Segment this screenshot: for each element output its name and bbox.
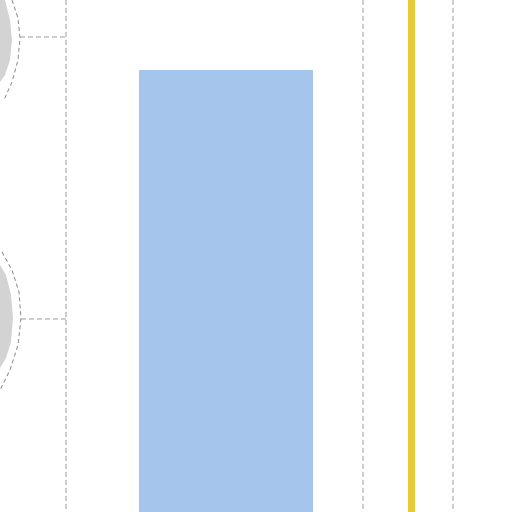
dashed-boundary-lines: [20, 0, 454, 512]
yellow-road-line[interactable]: [408, 0, 415, 512]
roundabout-upper: [0, 0, 21, 101]
roundabout-upper-outline: [3, 0, 21, 101]
roundabout-upper-fill: [0, 0, 12, 82]
roundabout-lower-fill: [0, 265, 13, 368]
building-footprint[interactable]: [139, 70, 313, 512]
roundabout-lower: [0, 251, 22, 391]
